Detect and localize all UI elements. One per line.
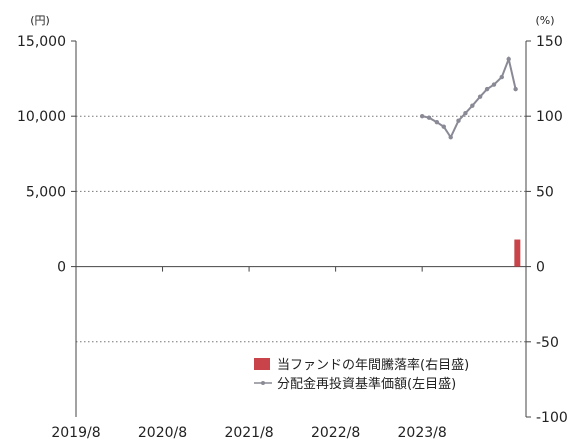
nav-point	[499, 74, 504, 80]
right-tick-label: 150	[536, 34, 563, 50]
line-layer	[419, 55, 518, 140]
left-tick-label: 5,000	[26, 184, 66, 200]
legend-swatch-marker	[261, 381, 265, 385]
x-tick-label: 2021/8	[224, 425, 273, 441]
right-axis-unit: (%)	[535, 14, 554, 27]
left-tick-label: 0	[57, 260, 66, 276]
x-tick-labels: 2019/8 2020/8 2021/8 2022/8 2023/8	[51, 425, 446, 441]
legend-swatch-bar	[254, 358, 270, 370]
left-tick-labels: 0 5,000 10,000 15,000	[17, 34, 66, 276]
legend-label-bar: 当ファンドの年間騰落率(右目盛)	[277, 357, 469, 373]
left-axis-unit: (円)	[30, 14, 50, 27]
nav-point	[456, 118, 461, 123]
right-tick-label: 100	[536, 109, 563, 125]
left-tick-label: 10,000	[17, 109, 66, 125]
right-tick-label: -100	[536, 410, 568, 426]
left-tick-label: 15,000	[17, 34, 66, 50]
right-tick-label: 0	[536, 260, 545, 276]
nav-point	[477, 94, 483, 99]
legend: 当ファンドの年間騰落率(右目盛) 分配金再投資基準価額(左目盛)	[254, 357, 469, 392]
nav-point	[441, 124, 446, 129]
axis-layer	[71, 40, 531, 418]
x-tick-label: 2022/8	[311, 425, 360, 441]
nav-point	[513, 86, 518, 92]
annual-return-bar	[514, 239, 521, 267]
x-tick-label: 2019/8	[51, 425, 100, 441]
legend-label-line: 分配金再投資基準価額(左目盛)	[277, 376, 456, 392]
grid-layer	[76, 115, 526, 343]
nav-point	[463, 110, 468, 116]
nav-point	[506, 56, 511, 62]
x-tick-label: 2023/8	[398, 425, 447, 441]
nav-line	[421, 55, 517, 140]
x-tick-label: 2020/8	[138, 425, 187, 441]
right-tick-label: -50	[536, 335, 559, 351]
nav-point	[426, 115, 432, 120]
nav-point	[434, 120, 440, 125]
nav-point	[491, 82, 497, 87]
right-tick-labels: -100 -50 0 50 100 150	[536, 34, 568, 426]
nav-point	[470, 103, 475, 108]
nav-point	[448, 135, 453, 140]
bar-layer	[514, 239, 521, 267]
nav-point	[484, 86, 490, 92]
right-tick-label: 50	[536, 184, 554, 200]
nav-point	[419, 114, 425, 119]
